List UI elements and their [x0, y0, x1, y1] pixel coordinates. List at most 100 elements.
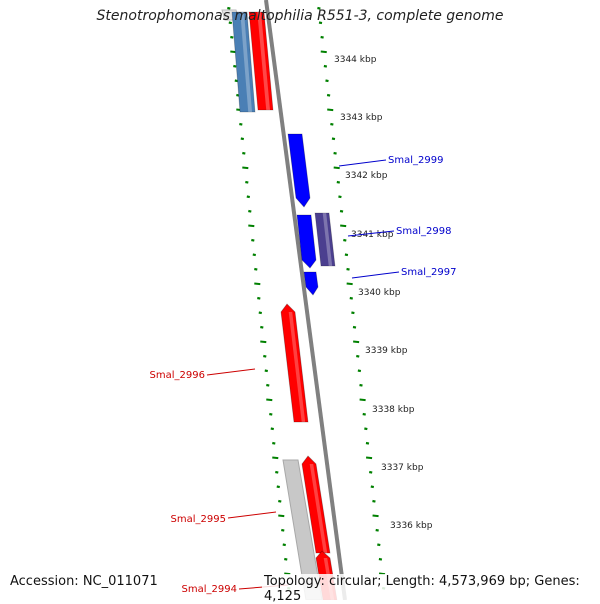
inner-tick [282, 543, 286, 547]
outer-tick [356, 354, 360, 358]
scale-label: 3337 kbp [381, 463, 424, 473]
inner-tick [230, 35, 234, 39]
gene-feature-purple [314, 212, 336, 267]
inner-tick [227, 6, 231, 10]
gene-label-leader [338, 159, 387, 167]
inner-tick [258, 311, 263, 315]
scale-label: 3339 kbp [365, 346, 408, 356]
outer-tick [372, 499, 376, 503]
outer-tick [320, 35, 324, 39]
outer-tick [349, 296, 353, 300]
scale-label: 3336 kbp [390, 521, 433, 531]
accession-label: Accession: NC_011071 [8, 574, 160, 589]
inner-tick [284, 572, 291, 576]
outer-tick [353, 340, 360, 344]
gene-features [231, 11, 338, 600]
outer-tick [336, 180, 341, 184]
outer-tick [378, 572, 386, 576]
outer-tick [338, 195, 342, 199]
gene-label: Smal_2999 [388, 155, 443, 166]
inner-tick [240, 137, 245, 141]
outer-tick [346, 267, 350, 271]
scale-label: 3344 kbp [334, 55, 377, 65]
inner-tick [254, 267, 258, 271]
outer-tick [372, 514, 379, 518]
outer-tick [365, 441, 370, 445]
inner-tick [254, 282, 261, 286]
map-title: Stenotrophomonas maltophilia R551-3, com… [96, 8, 504, 24]
inner-tick [257, 296, 261, 300]
inner-tick [263, 354, 267, 358]
inner-tick [284, 557, 288, 561]
gene-feature-red-top [248, 11, 274, 111]
gene-feature-purple-shine [322, 213, 333, 266]
outer-tick [343, 238, 347, 242]
scale-labels: 3344 kbp 3343 kbp 3342 kbp 3341 kbp 3340 kbp… [334, 55, 433, 531]
inner-tick [251, 238, 255, 242]
inner-tick [278, 499, 282, 503]
inner-tick-track [227, 6, 291, 590]
outer-tick [357, 369, 362, 373]
outer-tick [370, 485, 375, 489]
outer-tick [368, 470, 373, 474]
gene-feature-smal-2999 [287, 133, 311, 208]
inner-tick [248, 209, 252, 213]
outer-tick [340, 224, 347, 228]
inner-tick [233, 64, 237, 68]
inner-tick [264, 369, 269, 373]
gene-label: Smal_2995 [171, 514, 226, 525]
outer-tick [352, 325, 357, 329]
outer-tick [344, 253, 349, 257]
outer-tick [325, 79, 329, 83]
inner-tick [269, 412, 273, 416]
gene-feature-smal-2997 [303, 271, 319, 296]
outer-tick [323, 64, 328, 68]
gene-feature-smal-2995 [301, 455, 331, 554]
gene-feature-smal-2998 [296, 214, 317, 269]
inner-tick [260, 325, 264, 329]
outer-tick [326, 93, 331, 97]
inner-tick [281, 528, 285, 532]
outer-tick [318, 21, 323, 25]
outer-tick [320, 50, 327, 54]
inner-tick [270, 427, 274, 431]
gene-feature-steel-shine [240, 12, 252, 112]
outer-tick [331, 137, 336, 141]
inner-tick [248, 224, 255, 228]
outer-tick [359, 398, 366, 402]
outer-tick [359, 383, 363, 387]
inner-tick [278, 514, 285, 518]
scale-label: 3340 kbp [358, 288, 401, 298]
inner-tick [228, 21, 233, 25]
outer-tick [364, 427, 368, 431]
scale-label: 3343 kbp [340, 113, 383, 123]
genome-backbone-line [264, 0, 347, 600]
scale-label: 3341 kbp [351, 230, 394, 240]
scale-label: 3342 kbp [345, 171, 388, 181]
gene-label: Smal_2994 [182, 584, 237, 595]
outer-tick [365, 456, 373, 460]
gene-label-leader [351, 271, 400, 279]
outer-tick [346, 282, 353, 286]
gene-label: Smal_2996 [150, 370, 205, 381]
outer-tick [375, 528, 379, 532]
gene-label-leader [206, 368, 256, 376]
inner-tick [246, 195, 251, 199]
gene-label: Smal_2997 [401, 267, 456, 278]
gene-label: Smal_2998 [396, 226, 451, 237]
outer-tick [330, 122, 334, 126]
inner-tick [272, 441, 276, 445]
gene-feature-smal-2996-shine [288, 312, 306, 422]
gene-feature-red-top-shine [257, 12, 270, 110]
outer-tick-track [317, 6, 386, 590]
inner-tick [239, 122, 243, 126]
outer-tick [339, 209, 344, 213]
outer-tick [333, 166, 340, 170]
inner-tick [272, 456, 279, 460]
inner-tick [245, 180, 249, 184]
inner-tick [266, 383, 270, 387]
inner-tick [242, 151, 246, 155]
inner-tick [234, 79, 239, 83]
outer-tick [333, 151, 337, 155]
